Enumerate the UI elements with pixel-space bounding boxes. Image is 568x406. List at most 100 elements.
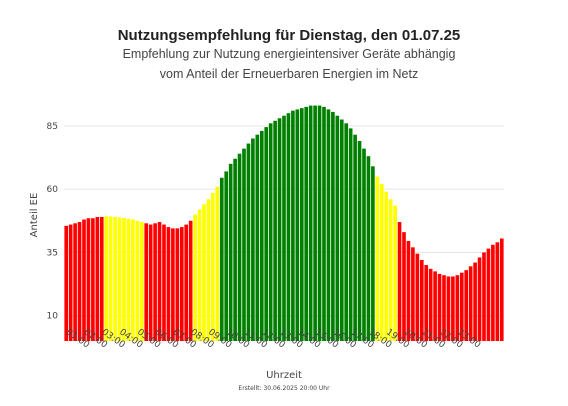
bar bbox=[393, 205, 397, 341]
bar bbox=[86, 218, 91, 341]
bar bbox=[375, 176, 380, 341]
bar bbox=[277, 118, 282, 341]
bar bbox=[259, 130, 264, 341]
bar bbox=[459, 272, 464, 341]
bar bbox=[68, 224, 73, 341]
x-axis-label: Uhrzeit bbox=[266, 370, 302, 381]
bar bbox=[428, 268, 433, 341]
chart-title: Nutzungsempfehlung für Dienstag, den 01.… bbox=[118, 27, 461, 44]
bar bbox=[282, 115, 286, 341]
bar bbox=[166, 227, 171, 341]
bar bbox=[433, 271, 437, 341]
bar bbox=[171, 228, 175, 341]
bar bbox=[464, 270, 469, 342]
bar bbox=[317, 105, 322, 341]
bar bbox=[188, 220, 193, 341]
bar bbox=[91, 218, 95, 341]
bar bbox=[228, 163, 233, 341]
bar bbox=[126, 218, 131, 341]
bar bbox=[255, 134, 260, 341]
bar bbox=[331, 111, 335, 341]
bar bbox=[144, 223, 149, 341]
bar bbox=[357, 141, 362, 341]
bar bbox=[286, 113, 291, 341]
bar bbox=[73, 223, 77, 341]
bar bbox=[131, 219, 135, 341]
bar bbox=[224, 171, 229, 341]
bar bbox=[99, 216, 104, 341]
bar bbox=[113, 216, 117, 341]
bar bbox=[148, 224, 153, 341]
bar bbox=[251, 138, 255, 341]
bar bbox=[442, 275, 446, 341]
bar bbox=[353, 134, 357, 341]
bar bbox=[197, 209, 202, 342]
bar bbox=[304, 106, 309, 341]
y-tick-label: 10 bbox=[47, 312, 59, 322]
y-axis-label: Anteil EE bbox=[29, 193, 40, 238]
chart-subtitle-line-2: vom Anteil der Erneuerbaren Energien im … bbox=[160, 67, 418, 81]
bar bbox=[335, 115, 340, 341]
bar bbox=[339, 119, 344, 342]
bar bbox=[326, 109, 331, 341]
bar bbox=[308, 105, 313, 341]
bar bbox=[179, 227, 184, 341]
bar bbox=[77, 222, 82, 341]
bar bbox=[104, 216, 109, 341]
bar bbox=[193, 214, 197, 341]
bar bbox=[411, 247, 415, 341]
bar bbox=[117, 217, 122, 341]
bar bbox=[202, 204, 206, 341]
bar bbox=[215, 186, 220, 341]
bar bbox=[206, 199, 211, 341]
bar bbox=[446, 276, 451, 341]
bar bbox=[451, 276, 455, 341]
bar bbox=[473, 262, 477, 341]
x-axis-ticks: 01:0002:0003:0004:0005:0006:0007:0008:00… bbox=[64, 327, 482, 350]
bar bbox=[313, 105, 317, 341]
bar bbox=[268, 123, 273, 341]
bar bbox=[242, 148, 246, 342]
bar bbox=[157, 222, 162, 341]
bar bbox=[237, 153, 242, 341]
bar bbox=[139, 222, 144, 341]
bar bbox=[233, 158, 237, 341]
bar bbox=[486, 248, 491, 341]
bar bbox=[491, 244, 495, 341]
y-tick-label: 85 bbox=[47, 122, 58, 132]
bar bbox=[322, 106, 326, 341]
bar bbox=[264, 127, 269, 341]
bar bbox=[362, 148, 366, 342]
bar bbox=[495, 242, 500, 341]
y-axis-ticks: 10 35 60 85 bbox=[47, 122, 59, 322]
bar bbox=[122, 217, 126, 341]
y-tick-label: 60 bbox=[47, 185, 59, 195]
bar bbox=[477, 257, 482, 341]
bar bbox=[437, 273, 442, 341]
bar bbox=[388, 199, 393, 341]
bar bbox=[64, 225, 69, 341]
bar bbox=[348, 128, 353, 342]
bar bbox=[135, 220, 140, 341]
bar bbox=[482, 252, 486, 341]
bar-series bbox=[64, 105, 504, 342]
bar bbox=[455, 275, 460, 341]
bar bbox=[175, 228, 180, 341]
bar bbox=[295, 109, 300, 341]
bar bbox=[344, 123, 349, 341]
y-tick-label: 35 bbox=[47, 248, 58, 258]
bar bbox=[419, 260, 424, 341]
bar bbox=[406, 241, 411, 341]
bar bbox=[82, 219, 86, 341]
bar bbox=[291, 110, 295, 341]
bar bbox=[397, 222, 402, 341]
chart-subtitle-line-1: Empfehlung zur Nutzung energieintensiver… bbox=[123, 47, 456, 61]
bar bbox=[211, 192, 215, 341]
bar bbox=[299, 108, 304, 342]
bar bbox=[402, 232, 406, 341]
bar bbox=[499, 238, 504, 341]
bar bbox=[371, 166, 375, 341]
bar bbox=[379, 184, 384, 341]
bar bbox=[415, 253, 420, 341]
